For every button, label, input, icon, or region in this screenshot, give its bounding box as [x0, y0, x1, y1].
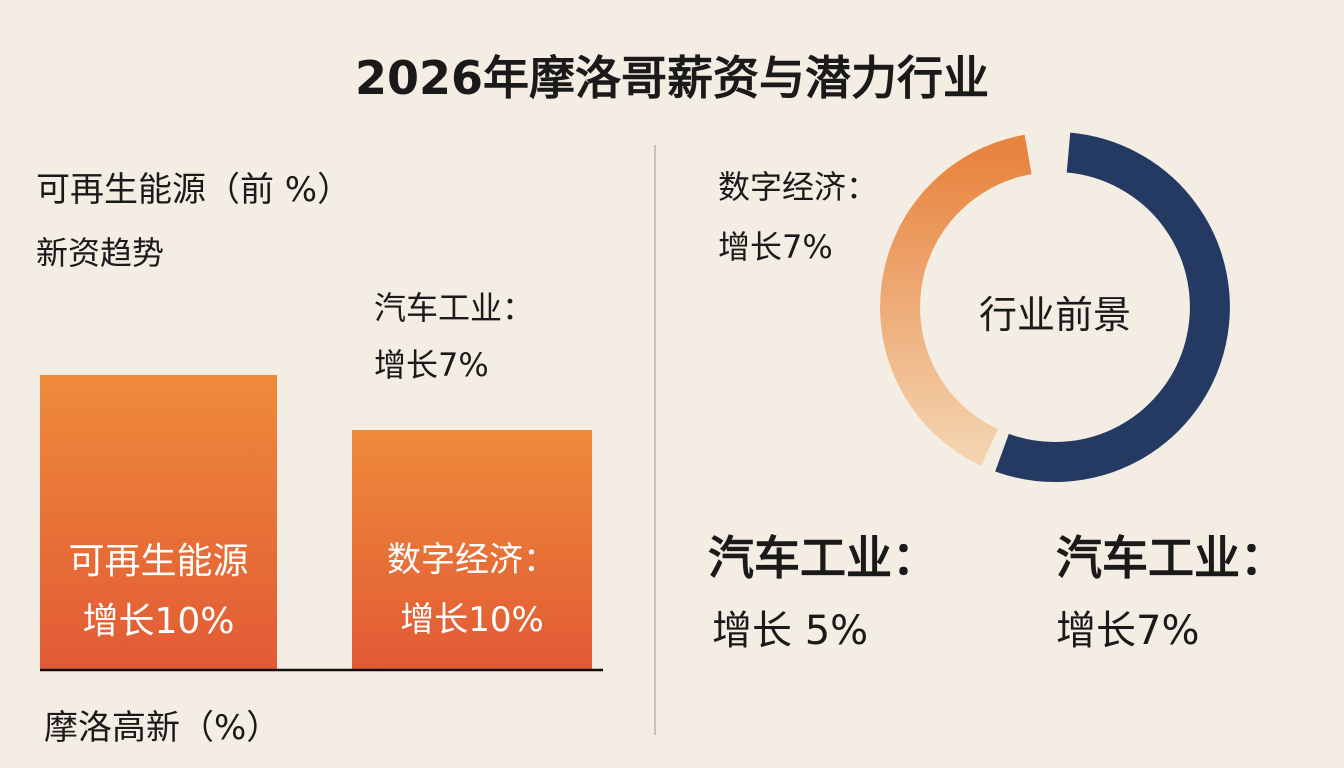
item-value: 增长7% — [1056, 608, 1200, 654]
donut-center: 行业前景 — [978, 293, 1131, 337]
bar-value: 增长10% — [400, 600, 544, 640]
title: 2026年摩洛哥薪资与潜力行业 — [354, 51, 990, 105]
bar — [352, 430, 592, 670]
item-label: 汽车工业： — [708, 531, 938, 585]
donut-value: 增长7% — [718, 228, 833, 266]
item-value: 增长 5% — [712, 608, 869, 654]
annotation-label: 汽车工业： — [374, 289, 535, 327]
bar — [40, 375, 277, 670]
heading: 可再生能源（前 %） — [36, 170, 352, 210]
bar-label: 可再生能源 — [68, 541, 249, 582]
annotation-value: 增长7% — [374, 346, 489, 384]
donut-label: 数字经济： — [718, 168, 879, 206]
axis-label: 摩洛高新（%） — [44, 708, 281, 748]
donut-arc — [995, 132, 1230, 482]
subheading: 新资趋势 — [36, 234, 165, 272]
bar-label: 数字经济： — [387, 540, 557, 580]
item-label: 汽车工业： — [1056, 531, 1286, 585]
bar-value: 增长10% — [82, 601, 235, 642]
donut-arc — [880, 134, 1032, 466]
